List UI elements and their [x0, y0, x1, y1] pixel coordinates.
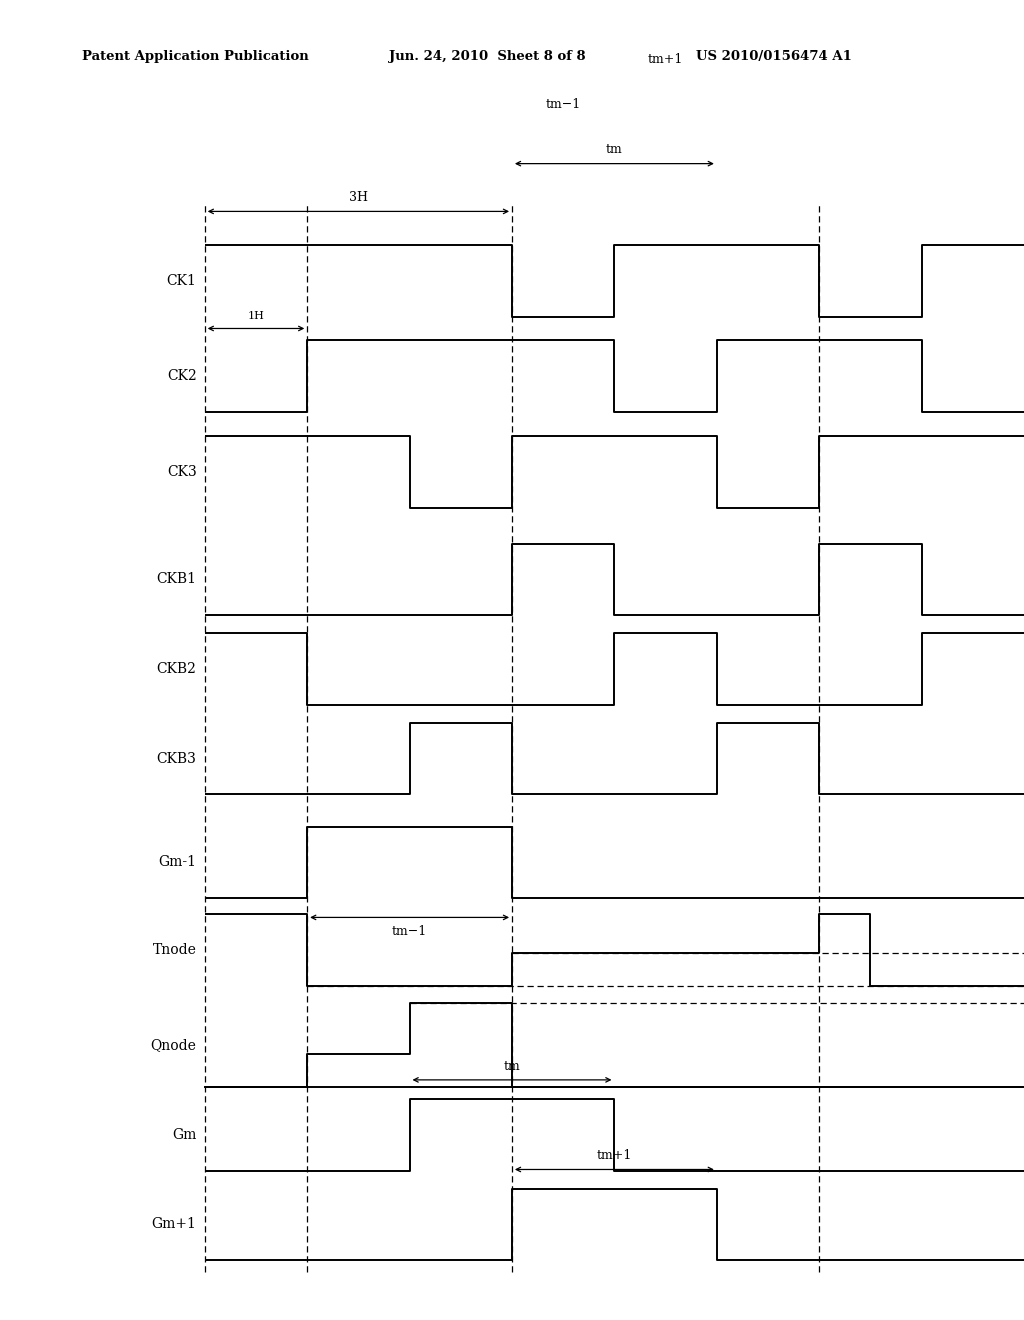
Text: tm+1: tm+1: [648, 53, 683, 66]
Text: CKB1: CKB1: [157, 573, 197, 586]
Text: tm−1: tm−1: [546, 98, 581, 111]
Text: CK1: CK1: [167, 273, 197, 288]
Text: Patent Application Publication: Patent Application Publication: [82, 50, 308, 63]
Text: Qnode: Qnode: [151, 1039, 197, 1052]
Text: CK3: CK3: [167, 465, 197, 479]
Text: 3H: 3H: [349, 191, 368, 205]
Text: Gm+1: Gm+1: [152, 1217, 197, 1232]
Text: CKB3: CKB3: [157, 751, 197, 766]
Text: Gm: Gm: [172, 1127, 197, 1142]
Text: US 2010/0156474 A1: US 2010/0156474 A1: [696, 50, 852, 63]
Text: 1H: 1H: [248, 312, 264, 321]
Text: CK2: CK2: [167, 370, 197, 383]
Text: tm: tm: [606, 144, 623, 157]
Text: tm+1: tm+1: [597, 1150, 632, 1163]
Text: tm−1: tm−1: [392, 924, 427, 937]
Text: tm: tm: [504, 1060, 520, 1073]
Text: CKB2: CKB2: [157, 661, 197, 676]
Text: Tnode: Tnode: [153, 942, 197, 957]
Text: Jun. 24, 2010  Sheet 8 of 8: Jun. 24, 2010 Sheet 8 of 8: [389, 50, 586, 63]
Text: Gm-1: Gm-1: [159, 855, 197, 870]
